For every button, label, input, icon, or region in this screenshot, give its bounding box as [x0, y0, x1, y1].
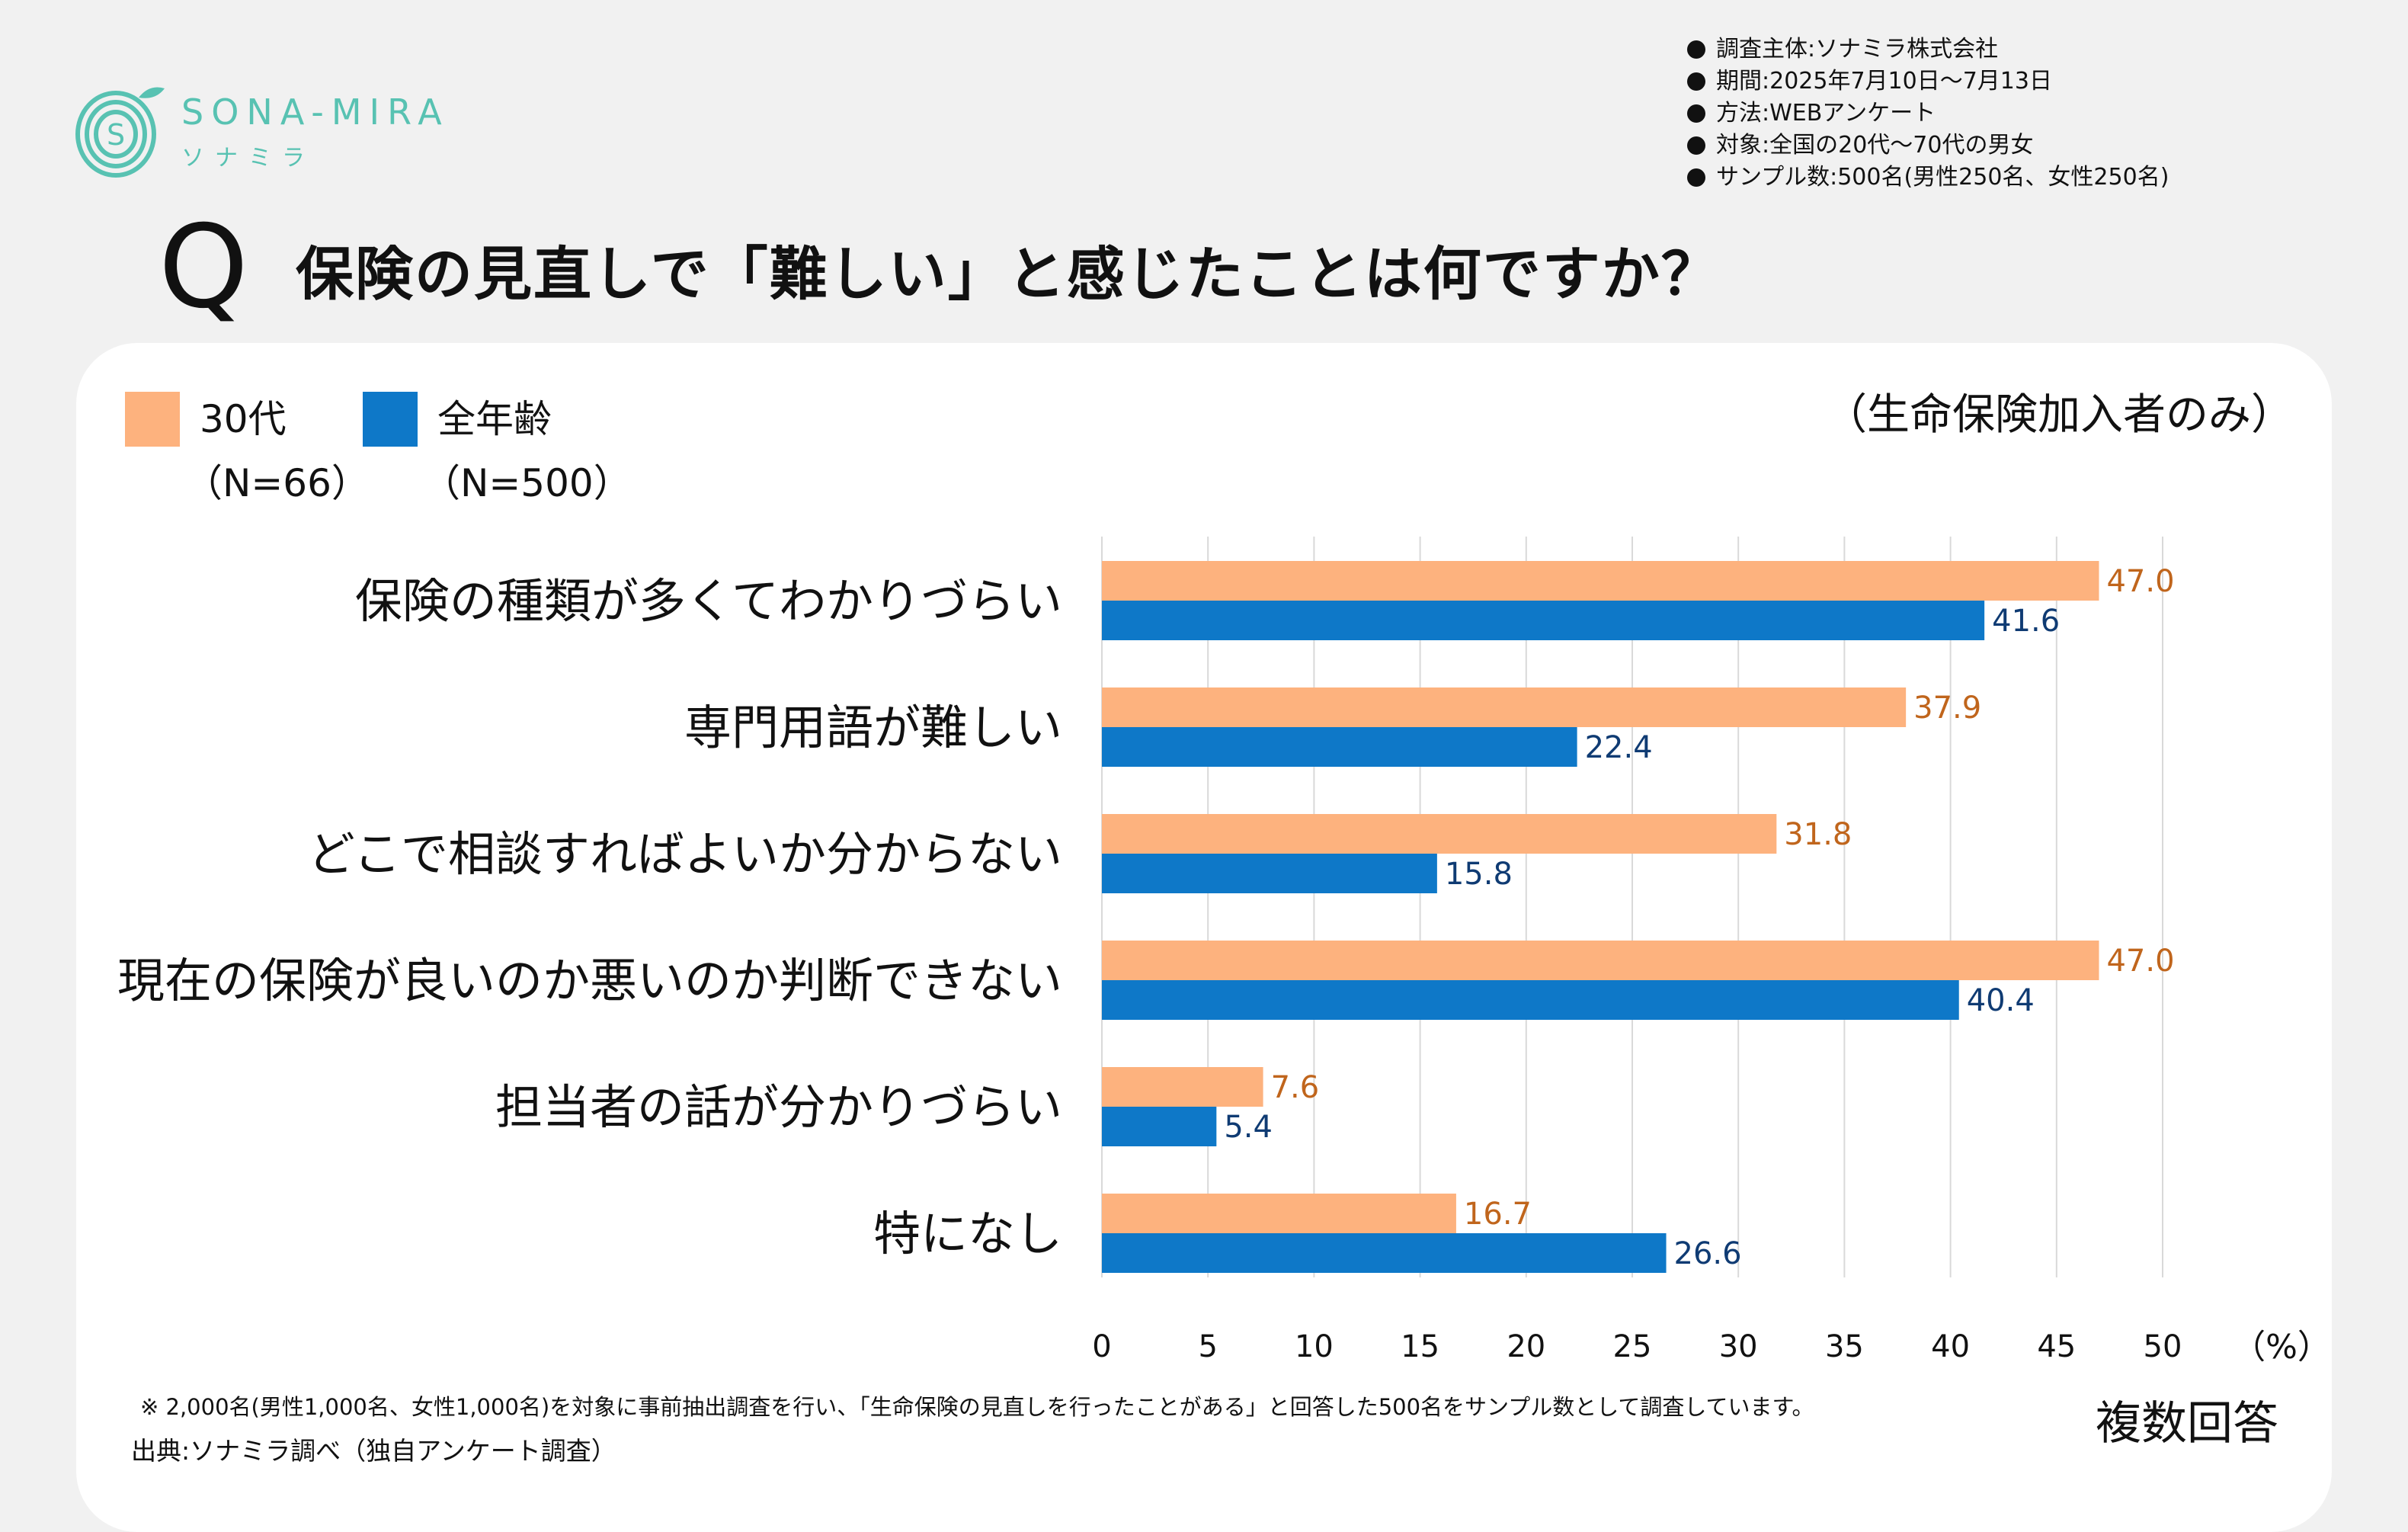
brand-sub: ソナミラ	[181, 145, 315, 171]
bullet-icon	[1687, 168, 1705, 187]
brand-logo: S SONA-MIRA ソナミラ	[73, 76, 485, 191]
bar-all	[1102, 980, 1959, 1020]
bar-value-label: 7.6	[1271, 1070, 1320, 1105]
category-label: 現在の保険が良いのか悪いのか判断できない	[117, 953, 1062, 1008]
bullet-icon	[1687, 136, 1705, 155]
legend-label-all: 全年齢	[437, 397, 552, 441]
subset-note: （生命保険加入者のみ）	[1824, 390, 2294, 440]
bar-value-label: 31.8	[1784, 817, 1852, 852]
x-tick-label: 30	[1719, 1329, 1758, 1364]
bullet-icon	[1687, 72, 1705, 91]
bar-value-label: 40.4	[1967, 983, 2035, 1018]
x-tick-label: 0	[1092, 1329, 1111, 1364]
survey-info-item: 方法:WEBアンケート	[1687, 98, 2169, 130]
x-tick-label: 40	[1931, 1329, 1970, 1364]
x-tick-label: 5	[1198, 1329, 1217, 1364]
x-tick-label: 50	[2144, 1329, 2182, 1364]
bar-value-label: 22.4	[1585, 730, 1653, 765]
survey-info-item: 対象:全国の20代〜70代の男女	[1687, 130, 2169, 162]
legend-n-all: （N=500）	[422, 461, 632, 505]
bar-all	[1102, 1107, 1217, 1146]
survey-info-item: サンプル数:500名(男性250名、女性250名)	[1687, 162, 2169, 194]
bar-chart: 47.0 41.6 37.9 22.4 31.8 15.8 47.0 40.4 7.6 5.4 16…	[117, 537, 2331, 1367]
bar-30s	[1102, 1067, 1263, 1107]
bar-value-label: 37.9	[1913, 691, 1981, 726]
bar-all	[1102, 601, 1985, 640]
x-tick-label: 10	[1295, 1329, 1334, 1364]
bar-value-label: 41.6	[1992, 604, 2060, 639]
spiral-logo-icon: S	[75, 87, 165, 178]
category-label: どこで相談すればよいか分からない	[308, 826, 1062, 882]
bar-all	[1102, 727, 1577, 767]
x-tick-label: 35	[1825, 1329, 1864, 1364]
multiple-answer-note: 複数回答	[2096, 1397, 2278, 1450]
x-unit-label: （%）	[2232, 1328, 2331, 1367]
bullet-icon	[1687, 104, 1705, 123]
survey-info-item: 調査主体:ソナミラ株式会社	[1687, 34, 2169, 66]
category-label: 担当者の話が分かりづらい	[495, 1079, 1062, 1135]
legend-swatch-30s	[125, 392, 180, 447]
category-label: 特になし	[873, 1206, 1062, 1261]
source-note: 出典:ソナミラ調べ（独自アンケート調査）	[131, 1436, 616, 1466]
chart-panel	[76, 343, 2332, 1532]
bullet-icon	[1687, 40, 1705, 59]
bar-value-label: 47.0	[2106, 564, 2174, 599]
footnote: ※ 2,000名(男性1,000名、女性1,000名)を対象に事前抽出調査を行い…	[140, 1394, 1814, 1420]
page-title: 保険の見直しで「難しい」と感じたことは何ですか？	[296, 240, 1721, 308]
bar-all	[1102, 1233, 1667, 1273]
category-label: 保険の種類が多くてわかりづらい	[355, 573, 1062, 629]
category-label: 専門用語が難しい	[684, 700, 1062, 755]
survey-info-list: 調査主体:ソナミラ株式会社 期間:2025年7月10日〜7月13日 方法:WEB…	[1687, 34, 2169, 194]
brand-name: SONA-MIRA	[181, 91, 450, 133]
x-tick-label: 15	[1401, 1329, 1439, 1364]
bar-value-label: 47.0	[2106, 944, 2174, 979]
bar-value-label: 15.8	[1445, 857, 1513, 892]
x-tick-label: 45	[2037, 1329, 2076, 1364]
legend-swatch-all	[363, 392, 418, 447]
bar-30s	[1102, 561, 2099, 601]
question-mark: Q	[159, 201, 249, 334]
bar-30s	[1102, 1194, 1456, 1233]
bar-value-label: 26.6	[1674, 1236, 1742, 1271]
survey-info-item: 期間:2025年7月10日〜7月13日	[1687, 66, 2169, 98]
svg-text:S: S	[107, 118, 125, 152]
bar-value-label: 5.4	[1224, 1110, 1273, 1145]
x-tick-label: 20	[1507, 1329, 1545, 1364]
bar-30s	[1102, 814, 1777, 854]
bar-value-label: 16.7	[1464, 1197, 1532, 1232]
bar-30s	[1102, 941, 2099, 980]
x-tick-label: 25	[1613, 1329, 1652, 1364]
legend-n-30s: （N=66）	[184, 461, 370, 505]
bar-30s	[1102, 687, 1907, 727]
bar-all	[1102, 854, 1437, 893]
legend-label-30s: 30代	[200, 397, 287, 441]
